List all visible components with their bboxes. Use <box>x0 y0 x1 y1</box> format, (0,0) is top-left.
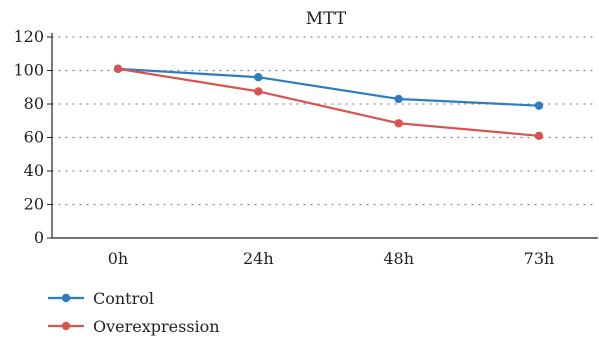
y-tick-label: 80 <box>24 94 44 113</box>
grid-lines <box>51 36 599 206</box>
y-tick-label: 20 <box>24 195 44 214</box>
legend-item-overexpression: Overexpression <box>48 317 220 336</box>
y-tick-label: 100 <box>13 61 44 80</box>
series-line-control <box>117 67 540 107</box>
data-point-overexpression <box>534 131 544 141</box>
legend-label: Control <box>93 289 154 308</box>
y-tick-label: 60 <box>24 128 44 147</box>
data-point-overexpression <box>254 87 263 96</box>
chart-title: MTT <box>306 9 347 29</box>
data-point-control <box>394 94 403 104</box>
x-tick-label: 0h <box>108 249 128 268</box>
data-point-overexpression <box>113 64 123 74</box>
data-point-control <box>534 101 544 110</box>
series-lines <box>113 64 544 141</box>
y-tick-label: 0 <box>34 228 44 247</box>
x-tick-labels: 0h 24h 48h 73h <box>108 249 555 268</box>
legend-label: Overexpression <box>93 317 220 336</box>
legend-swatch-marker <box>61 321 71 331</box>
y-tick-label: 120 <box>13 27 44 46</box>
legend: Control Overexpression <box>48 289 220 336</box>
x-tick-label: 24h <box>243 249 274 268</box>
axes <box>47 33 598 239</box>
legend-swatch-marker <box>61 293 71 303</box>
data-point-control <box>254 73 263 82</box>
series-line-overexpression <box>117 67 540 137</box>
data-point-overexpression <box>394 119 403 128</box>
x-tick-label: 73h <box>524 249 555 268</box>
x-tick-label: 48h <box>383 249 414 268</box>
y-tick-labels: 0 20 40 60 80 100 120 <box>13 27 44 247</box>
legend-item-control: Control <box>48 289 154 308</box>
y-tick-label: 40 <box>24 161 44 180</box>
